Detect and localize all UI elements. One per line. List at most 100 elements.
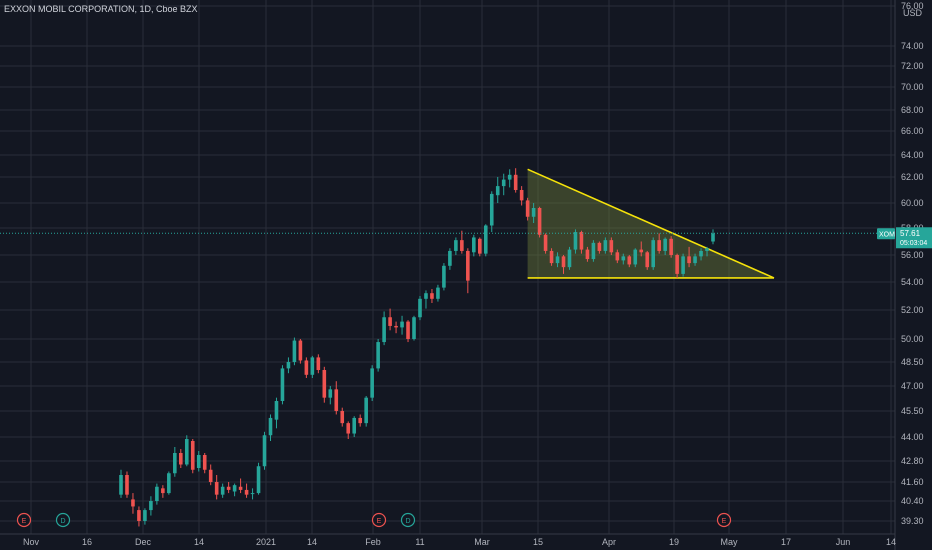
event-marker-earnings[interactable]: E	[16, 512, 32, 528]
event-circle	[716, 512, 732, 528]
y-tick-label: 66.00	[901, 126, 924, 136]
candle	[358, 414, 362, 427]
candle-body	[537, 208, 542, 235]
candle-body	[418, 298, 422, 318]
candle	[591, 240, 596, 262]
candle	[125, 471, 129, 498]
candle-body	[340, 411, 345, 424]
event-circle	[16, 512, 32, 528]
candle-body	[466, 250, 470, 281]
candle-body	[364, 397, 368, 424]
y-tick-label: 76.00	[901, 1, 924, 11]
event-circle	[55, 512, 71, 528]
candle-body	[352, 417, 357, 434]
y-tick-label: 44.00	[901, 432, 924, 442]
last-price-symbol: XOM	[879, 231, 895, 238]
event-letter: D	[60, 518, 65, 525]
candle-body	[298, 340, 303, 361]
candle	[161, 485, 165, 498]
candle-body	[609, 240, 614, 253]
candle	[663, 237, 667, 255]
candle	[155, 483, 159, 505]
candle	[400, 315, 404, 335]
triangle-upper-line[interactable]	[527, 168, 775, 279]
candle	[352, 416, 357, 437]
y-tick-label: 41.60	[901, 477, 924, 487]
y-tick-label: 45.50	[901, 406, 924, 416]
event-marker-earnings[interactable]: E	[716, 512, 732, 528]
candle	[364, 396, 368, 427]
y-tick-label: 47.00	[901, 381, 924, 391]
candle	[322, 366, 327, 403]
event-marker-dividend[interactable]: D	[55, 512, 71, 528]
candle	[705, 246, 709, 257]
candle-body	[627, 256, 632, 265]
candle-body	[681, 256, 685, 274]
candle-body	[274, 401, 279, 420]
candle-body	[591, 242, 596, 260]
candle	[687, 246, 691, 268]
candle-body	[615, 252, 620, 261]
candle	[412, 315, 416, 341]
candle	[651, 237, 656, 270]
time-axis[interactable]: Nov 16 Dec 14 2021 14 Feb 11 Mar 15 Apr 19 May 17 Jun 1…	[23, 537, 896, 547]
candle	[208, 464, 213, 486]
candle-body	[196, 455, 201, 468]
candle	[262, 431, 267, 470]
candle	[137, 506, 141, 527]
candle	[316, 354, 321, 374]
currency-label: USD	[903, 8, 923, 18]
candle-body	[693, 256, 697, 264]
x-tick-label: 14	[194, 537, 204, 547]
candle	[382, 311, 386, 346]
event-circle	[371, 512, 387, 528]
y-tick-label: 60.00	[901, 198, 924, 208]
candle	[693, 253, 697, 266]
candle	[519, 186, 524, 206]
candle-body	[149, 501, 153, 511]
candle-body	[244, 489, 249, 495]
candle-body	[645, 252, 650, 268]
candle-body	[549, 250, 554, 264]
candle-body	[705, 248, 709, 251]
event-letter: D	[405, 518, 410, 525]
candle	[328, 386, 333, 405]
candle	[627, 255, 632, 268]
candle-body	[178, 453, 183, 465]
last-price-value: 57.61	[900, 229, 921, 238]
event-marker-earnings[interactable]: E	[371, 512, 387, 528]
candle-body	[442, 265, 446, 288]
candle-body	[460, 240, 464, 251]
candle-body	[501, 179, 506, 187]
candle	[436, 284, 440, 302]
price-axis[interactable]: 39.30 40.40 41.60 42.80 44.00 45.50 47.00 48.50…	[901, 1, 924, 526]
x-tick-label: 16	[82, 537, 92, 547]
candle	[376, 339, 380, 372]
y-tick-label: 68.00	[901, 105, 924, 115]
candle-body	[567, 249, 572, 268]
candle-body	[495, 186, 500, 196]
candle	[460, 230, 464, 254]
candle	[573, 229, 578, 254]
candle	[472, 234, 476, 257]
candle	[495, 177, 500, 203]
candle-body	[173, 453, 177, 474]
candle	[537, 206, 542, 238]
candle	[298, 339, 303, 364]
candle-body	[190, 441, 195, 470]
candle-body	[280, 368, 285, 401]
candle-body	[167, 473, 171, 494]
candle	[585, 246, 590, 262]
chart-title: EXXON MOBIL CORPORATION, 1D, Cboe BZX	[4, 4, 198, 14]
candle-body	[184, 439, 189, 465]
candle	[274, 397, 279, 429]
candle-body	[262, 435, 267, 467]
event-letter: E	[22, 518, 27, 525]
candle	[454, 237, 458, 255]
candle-body	[448, 250, 452, 266]
event-marker-dividend[interactable]: D	[400, 512, 416, 528]
candle	[173, 447, 177, 477]
